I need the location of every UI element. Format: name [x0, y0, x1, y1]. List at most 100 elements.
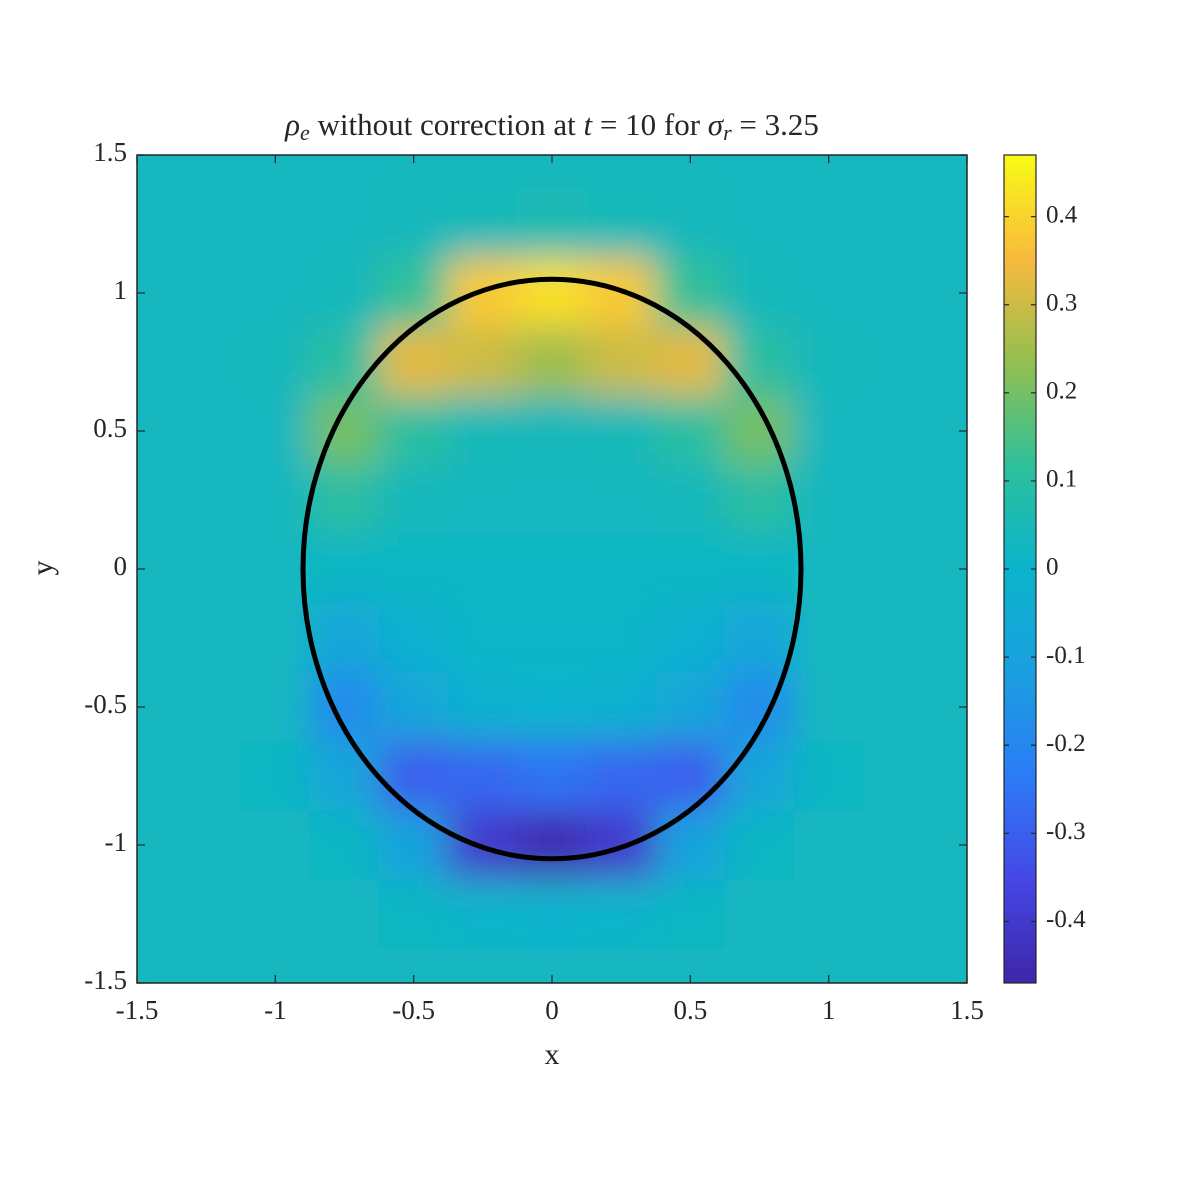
heat-cell [171, 465, 242, 535]
y-tick-label: -1.5 [84, 965, 127, 995]
colorbar [1003, 154, 1037, 984]
title-part: e [300, 120, 310, 145]
heat-cell [586, 189, 657, 259]
heat-cell [655, 258, 726, 328]
title-part: t [584, 107, 594, 142]
heat-cell [171, 258, 242, 328]
heat-cell [378, 741, 449, 811]
heat-cell [862, 327, 933, 397]
heat-cell [240, 672, 311, 742]
heat-cell [447, 465, 518, 535]
heat-cell [516, 534, 588, 604]
colorbar-tick-label: 0 [1046, 554, 1059, 581]
heat-cell [931, 155, 967, 190]
heat-cell [171, 155, 242, 190]
heat-cell [931, 603, 967, 673]
heatmap [137, 155, 967, 983]
heat-cell [724, 948, 795, 983]
heat-cell [793, 258, 864, 328]
heat-cell [378, 534, 449, 604]
heat-cell [862, 189, 933, 259]
heat-cell [447, 396, 518, 466]
heat-cell [724, 741, 795, 811]
heat-cell [931, 741, 967, 811]
heat-cell [447, 534, 518, 604]
plot-area [137, 155, 967, 983]
heat-cell [516, 327, 588, 397]
heat-cell [793, 810, 864, 880]
heat-cell [378, 810, 449, 880]
heat-cell [862, 741, 933, 811]
heat-cell [793, 465, 864, 535]
heat-cell [378, 189, 449, 259]
x-tick-label: 0.5 [673, 995, 707, 1025]
heat-cell [137, 948, 173, 983]
heat-cell [586, 672, 657, 742]
heat-cell [793, 603, 864, 673]
x-tick-label: -1 [264, 995, 287, 1025]
heat-cell [447, 155, 518, 190]
heat-cell [137, 879, 173, 949]
colorbar-tick-label: 0.1 [1046, 466, 1077, 493]
heat-cell [137, 603, 173, 673]
title-part: ρ [284, 107, 300, 142]
heat-cell [862, 879, 933, 949]
heat-cell [724, 258, 795, 328]
heat-cell [586, 741, 657, 811]
heat-cell [793, 189, 864, 259]
heat-cell [137, 741, 173, 811]
title-part: without correction at [310, 107, 584, 142]
heat-cell [447, 672, 518, 742]
heat-cell [309, 741, 380, 811]
heat-cell [724, 155, 795, 190]
heat-cell [862, 155, 933, 190]
heat-cell [862, 465, 933, 535]
colorbar-tick-label: 0.4 [1046, 201, 1078, 228]
heat-cell [240, 603, 311, 673]
heat-cell [655, 879, 726, 949]
heat-cell [309, 155, 380, 190]
heat-cell [171, 810, 242, 880]
heat-cell [240, 189, 311, 259]
heat-cell [931, 465, 967, 535]
heat-cell [309, 948, 380, 983]
heat-cell [378, 603, 449, 673]
heat-cell [378, 258, 449, 328]
heat-cell [793, 672, 864, 742]
heat-cell [793, 327, 864, 397]
heat-cell [724, 465, 795, 535]
heat-cell [240, 396, 311, 466]
heat-cell [137, 327, 173, 397]
heat-cell [378, 396, 449, 466]
colorbar-tick-label: -0.3 [1046, 818, 1086, 845]
heat-cell [793, 741, 864, 811]
heat-cell [309, 189, 380, 259]
heat-cell [655, 189, 726, 259]
heat-cell [516, 810, 588, 880]
heat-cell [862, 672, 933, 742]
heat-cell [516, 396, 588, 466]
heat-cell [171, 534, 242, 604]
heat-cell [931, 189, 967, 259]
heat-cell [171, 396, 242, 466]
heat-cell [655, 534, 726, 604]
heat-cell [793, 396, 864, 466]
heat-cell [586, 155, 657, 190]
heat-cell [586, 879, 657, 949]
title-part: r [723, 120, 732, 145]
heat-cell [862, 534, 933, 604]
heat-cell [655, 741, 726, 811]
heat-cell [378, 327, 449, 397]
heat-cell [447, 741, 518, 811]
heat-cell [655, 327, 726, 397]
heat-cell [586, 948, 657, 983]
heat-cell [240, 810, 311, 880]
heat-cell [655, 603, 726, 673]
heat-cell [586, 465, 657, 535]
heat-cell [447, 327, 518, 397]
colorbar-tick-label: -0.2 [1046, 730, 1086, 757]
heat-cell [516, 741, 588, 811]
heat-cell [724, 189, 795, 259]
x-tick-label: 1 [822, 995, 836, 1025]
heat-cell [309, 879, 380, 949]
